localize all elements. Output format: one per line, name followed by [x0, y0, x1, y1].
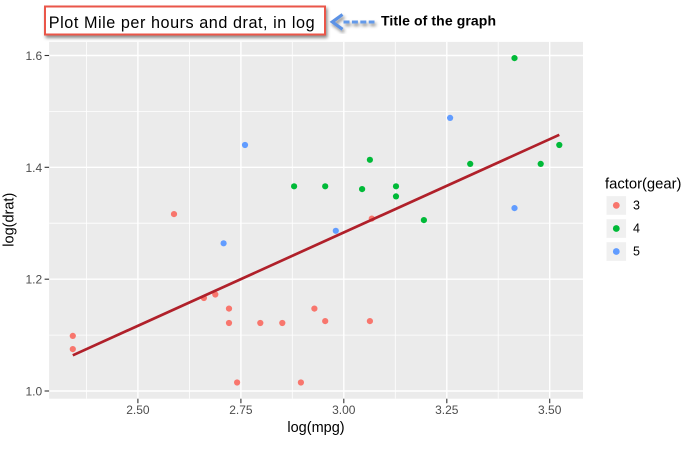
svg-text:3: 3	[633, 199, 640, 213]
svg-text:log(mpg): log(mpg)	[287, 420, 344, 436]
svg-text:1.6: 1.6	[26, 49, 43, 63]
svg-text:3.50: 3.50	[538, 403, 562, 417]
svg-text:log(drat): log(drat)	[2, 193, 18, 247]
svg-text:factor(gear): factor(gear)	[605, 177, 682, 193]
svg-text:3.25: 3.25	[435, 403, 459, 417]
svg-text:Plot Mile per hours and drat,: Plot Mile per hours and drat, in log	[49, 14, 315, 32]
svg-text:1.2: 1.2	[26, 273, 43, 287]
svg-text:Title of the graph: Title of the graph	[381, 13, 496, 29]
svg-text:4: 4	[633, 222, 640, 236]
svg-text:2.50: 2.50	[126, 403, 150, 417]
svg-text:5: 5	[633, 245, 640, 259]
svg-text:1.4: 1.4	[26, 161, 43, 175]
svg-text:2.75: 2.75	[229, 403, 253, 417]
svg-text:1.0: 1.0	[26, 385, 43, 399]
svg-text:3.00: 3.00	[332, 403, 356, 417]
